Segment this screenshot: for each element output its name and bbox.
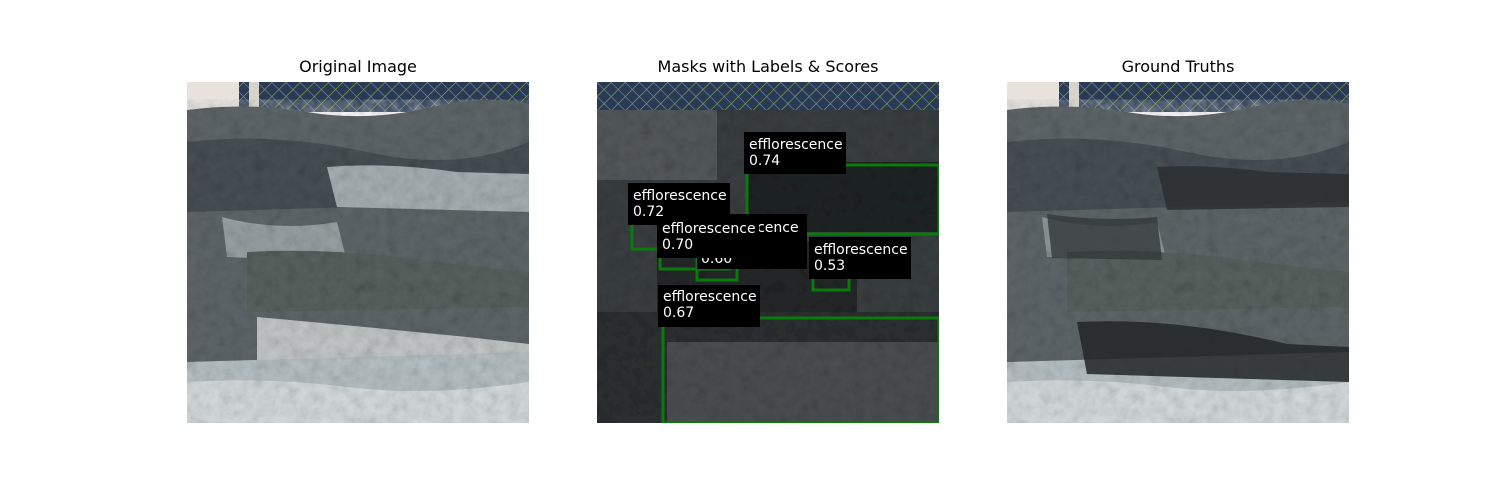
- svg-text:efflorescence: efflorescence: [663, 289, 757, 305]
- svg-text:0.72: 0.72: [633, 204, 664, 220]
- ground-truth-mask-bottom: [1077, 321, 1349, 382]
- ground-truth-mask-middle: [1047, 214, 1162, 260]
- original-wall-image: [187, 82, 529, 423]
- svg-text:efflorescence: efflorescence: [662, 221, 756, 237]
- label-efflorescence-067: efflorescence 0.67: [658, 285, 760, 327]
- svg-text:0.67: 0.67: [663, 305, 694, 321]
- svg-text:0.70: 0.70: [662, 237, 693, 253]
- svg-text:0.53: 0.53: [814, 258, 845, 274]
- ground-truth-image: [1007, 82, 1349, 423]
- title-ground-truths: Ground Truths: [1121, 57, 1235, 76]
- detection-box-6: [661, 316, 939, 423]
- svg-text:efflorescence: efflorescence: [814, 242, 908, 258]
- svg-text:0.74: 0.74: [749, 153, 780, 169]
- label-efflorescence-070: efflorescence 0.70: [657, 216, 759, 258]
- title-masks-with-labels-scores: Masks with Labels & Scores: [657, 57, 879, 76]
- mask-overlay-image: efflorescence 0.74 efflorescence 0.60 ef…: [597, 82, 939, 423]
- svg-text:efflorescence: efflorescence: [633, 188, 727, 204]
- svg-text:efflorescence: efflorescence: [749, 137, 843, 153]
- title-original-image: Original Image: [299, 57, 417, 76]
- ground-truth-mask-top: [1157, 166, 1349, 210]
- label-efflorescence-074: efflorescence 0.74: [744, 132, 846, 174]
- label-efflorescence-053: efflorescence 0.53: [809, 237, 911, 279]
